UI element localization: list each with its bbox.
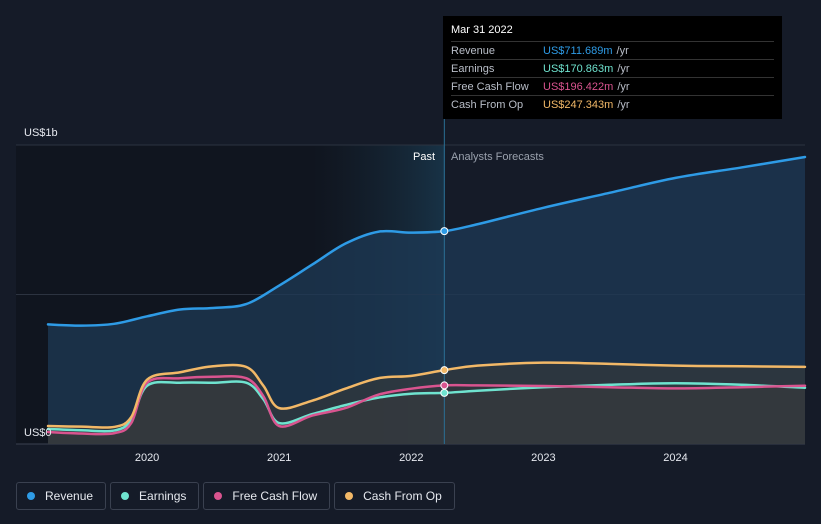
tooltip-unit: /yr [617,62,630,75]
x-tick-label: 2024 [663,452,687,464]
cash-from-op-dot-icon [345,492,354,500]
tooltip-unit: /yr [617,80,630,93]
tooltip-value: US$196.422m [543,80,614,93]
free-cash-flow-dot-icon [214,492,223,500]
tooltip-row-cash-from-op: Cash From Op US$247.343m /yr [451,95,774,113]
legend-label: Earnings [139,489,187,503]
tooltip-date: Mar 31 2022 [451,24,513,36]
tooltip-row-revenue: Revenue US$711.689m /yr [451,41,774,59]
y-tick-label-bottom: US$0 [24,427,52,439]
revenue-line [46,155,807,327]
legend-item-cash-from-op[interactable]: Cash From Op [334,482,455,510]
free-cash-flow-marker [440,381,449,390]
x-axis-ticks: 2020 2021 2022 2023 2024 [135,452,688,464]
tooltip-value: US$711.689m [543,44,613,57]
tooltip-label: Cash From Op [451,98,524,111]
y-tick-label-top: US$1b [24,127,58,139]
free-cash-flow-line [46,375,807,436]
series-areas [48,156,805,444]
past-label: Past [413,151,435,163]
tooltip-unit: /yr [616,44,629,57]
revenue-marker [440,227,449,236]
x-tick-label: 2023 [531,452,555,464]
legend-label: Free Cash Flow [232,489,318,503]
tooltip-unit: /yr [617,98,630,111]
x-tick-label: 2021 [267,452,291,464]
x-tick-label: 2022 [399,452,423,464]
cash-from-op-area [48,362,805,444]
tooltip-label: Free Cash Flow [451,80,529,93]
forecast-label: Analysts Forecasts [451,151,544,163]
legend: Revenue Earnings Free Cash Flow Cash Fro… [16,482,455,510]
tooltip-label: Earnings [451,62,495,75]
revenue-dot-icon [27,492,35,500]
legend-item-free-cash-flow[interactable]: Free Cash Flow [203,482,331,510]
earnings-dot-icon [121,492,130,500]
x-tick-label: 2020 [135,452,159,464]
tooltip-label: Revenue [451,44,496,57]
earnings-marker [440,388,449,397]
series-lines [46,155,807,436]
tooltip-row-earnings: Earnings US$170.863m /yr [451,59,774,77]
cash-from-op-line [46,361,807,429]
legend-item-revenue[interactable]: Revenue [16,482,107,510]
cash-from-op-marker [440,366,449,375]
legend-label: Revenue [45,489,94,503]
tooltip-row-free-cash-flow: Free Cash Flow US$196.422m /yr [451,77,774,95]
tooltip-value: US$247.343m [543,98,614,111]
tooltip: Mar 31 2022 Revenue US$711.689m /yr Earn… [443,16,782,119]
tooltip-markers [440,227,449,397]
legend-item-earnings[interactable]: Earnings [110,482,200,510]
tooltip-value: US$170.863m [543,62,614,75]
legend-label: Cash From Op [363,489,442,503]
